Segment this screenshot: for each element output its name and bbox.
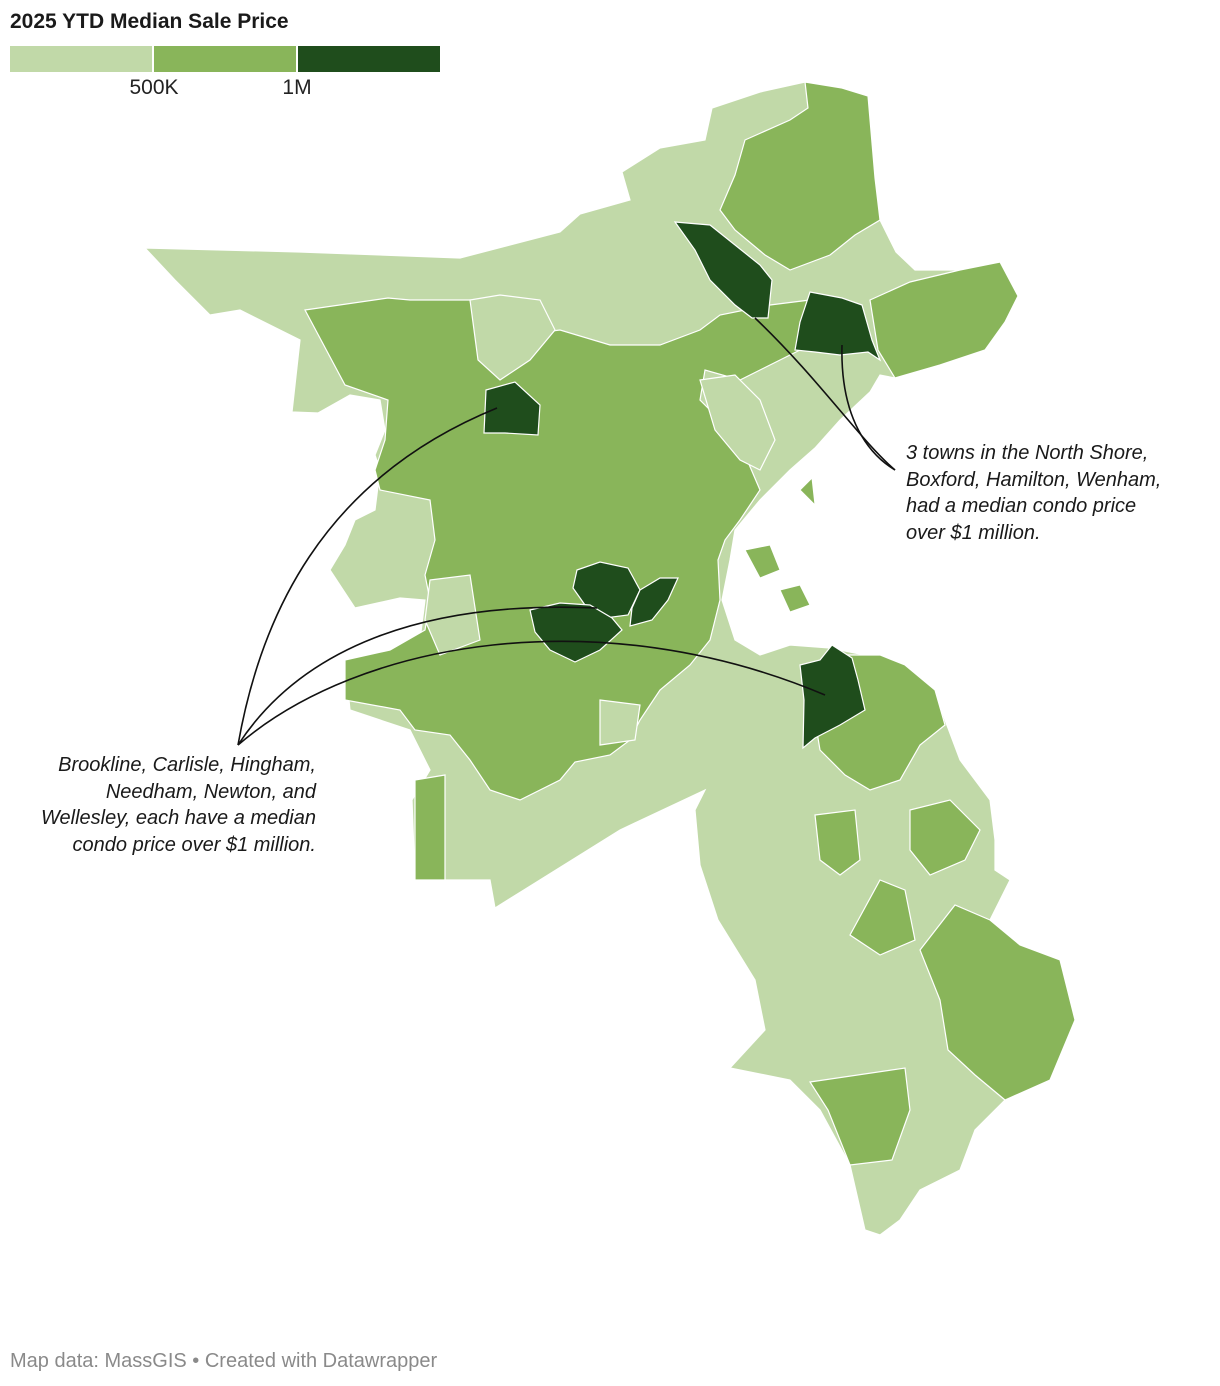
harbor-islands bbox=[744, 476, 816, 613]
source-credit: Map data: MassGIS • Created with Datawra… bbox=[10, 1350, 438, 1372]
region-mid-plymouth-c bbox=[849, 879, 916, 956]
region-mid-wareham bbox=[808, 1067, 911, 1166]
region-mid-central bbox=[304, 297, 811, 801]
legend-tick-500k: 500K bbox=[129, 76, 179, 99]
region-low-inner-a bbox=[469, 294, 556, 381]
region-low-inner-d bbox=[424, 574, 481, 656]
annotation-north-shore: 3 towns in the North Shore, Boxford, Ham… bbox=[906, 442, 1162, 544]
town-brookline bbox=[629, 577, 679, 627]
region-mid-northeast bbox=[719, 81, 881, 271]
annotation-metro: Brookline, Carlisle, Hingham, Needham, N… bbox=[41, 754, 316, 856]
region-mid-plymouth-b bbox=[909, 799, 981, 876]
region-low-inner-b bbox=[699, 374, 776, 471]
town-carlisle bbox=[483, 381, 541, 436]
town-hamilton-wenham bbox=[794, 291, 882, 362]
town-hingham bbox=[799, 644, 866, 750]
callout-lines bbox=[237, 317, 896, 746]
legend-tick-1m: 1M bbox=[282, 76, 312, 99]
region-mid-capeann bbox=[869, 261, 1019, 379]
region-mid-plymouth-a bbox=[814, 809, 861, 876]
town-boxford bbox=[673, 221, 773, 319]
legend-swatch-mid bbox=[152, 46, 296, 72]
town-newton bbox=[572, 561, 641, 619]
map-title: 2025 YTD Median Sale Price bbox=[10, 10, 289, 33]
legend-swatch-high bbox=[296, 46, 440, 72]
boston-harbor-water bbox=[725, 510, 860, 640]
region-mid-plymouth-large bbox=[919, 904, 1076, 1101]
region-low-inner-c bbox=[599, 699, 641, 746]
color-legend bbox=[10, 46, 440, 72]
legend-swatch-low bbox=[10, 46, 152, 72]
region-mid-west-strip bbox=[414, 774, 446, 881]
